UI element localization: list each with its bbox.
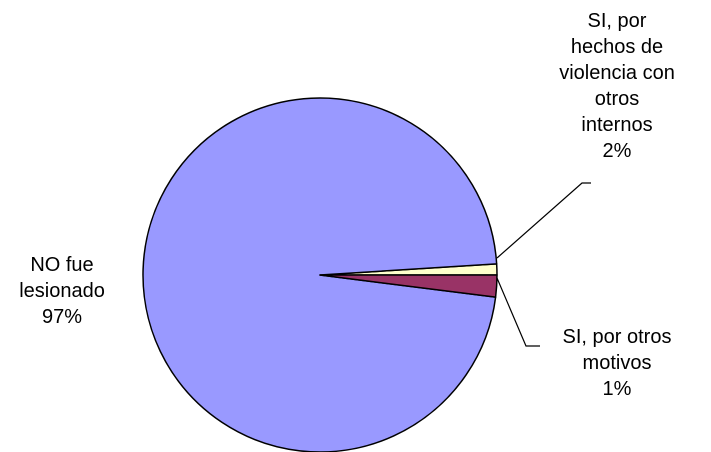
slice-label-line: motivos	[583, 352, 652, 374]
slice-label-line: lesionado	[19, 280, 105, 302]
pie-slices	[142, 97, 498, 452]
leader-line-other-reasons	[496, 277, 540, 347]
slice-label-line: otros	[595, 88, 639, 110]
pie-slice-violence	[319, 274, 498, 298]
slice-label-line: internos	[581, 114, 652, 136]
slice-label-line: SI, por otros	[563, 326, 672, 348]
slice-label-other-reasons: SI, por otros motivos 1%	[563, 326, 672, 400]
slice-label-line: SI, por	[588, 10, 647, 32]
slice-label-violence: SI, por hechos de violencia con otros intern…	[559, 10, 675, 162]
leader-line-violence	[496, 182, 591, 259]
slice-label-line: hechos de	[571, 36, 663, 58]
slice-label-line: NO fue	[30, 254, 93, 276]
slice-label-line: violencia con	[559, 62, 675, 84]
slice-label-line: 1%	[603, 378, 632, 400]
slice-label-not-injured: NO fue lesionado 97%	[19, 254, 105, 328]
slice-label-line: 2%	[603, 140, 632, 162]
slice-label-line: 97%	[42, 306, 82, 328]
